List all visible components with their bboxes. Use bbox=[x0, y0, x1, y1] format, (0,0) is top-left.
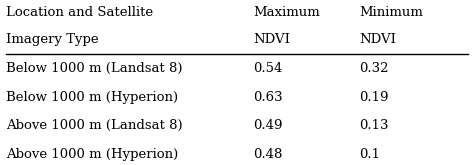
Text: Above 1000 m (Hyperion): Above 1000 m (Hyperion) bbox=[6, 148, 178, 161]
Text: NDVI: NDVI bbox=[254, 33, 291, 46]
Text: Minimum: Minimum bbox=[359, 6, 423, 19]
Text: 0.54: 0.54 bbox=[254, 62, 283, 75]
Text: Imagery Type: Imagery Type bbox=[6, 33, 99, 46]
Text: NDVI: NDVI bbox=[359, 33, 397, 46]
Text: 0.1: 0.1 bbox=[359, 148, 381, 161]
Text: 0.63: 0.63 bbox=[254, 91, 283, 104]
Text: 0.48: 0.48 bbox=[254, 148, 283, 161]
Text: 0.49: 0.49 bbox=[254, 119, 283, 132]
Text: Maximum: Maximum bbox=[254, 6, 320, 19]
Text: 0.19: 0.19 bbox=[359, 91, 389, 104]
Text: Location and Satellite: Location and Satellite bbox=[6, 6, 153, 19]
Text: Below 1000 m (Hyperion): Below 1000 m (Hyperion) bbox=[6, 91, 178, 104]
Text: 0.32: 0.32 bbox=[359, 62, 389, 75]
Text: Below 1000 m (Landsat 8): Below 1000 m (Landsat 8) bbox=[6, 62, 182, 75]
Text: 0.13: 0.13 bbox=[359, 119, 389, 132]
Text: Above 1000 m (Landsat 8): Above 1000 m (Landsat 8) bbox=[6, 119, 182, 132]
